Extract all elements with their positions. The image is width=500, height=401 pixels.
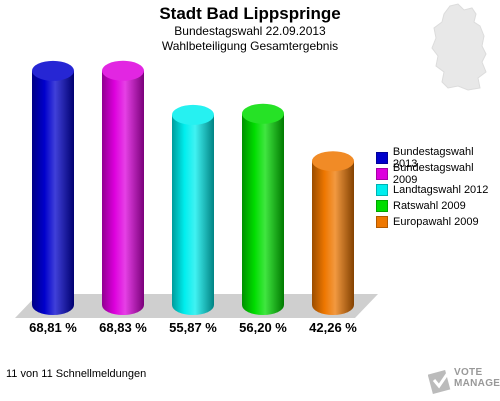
bar-body: [242, 113, 284, 315]
logo-text-vote: VOTE: [454, 367, 483, 378]
bar-value-label: 42,26 %: [309, 320, 357, 335]
bar-value-label: 56,20 %: [239, 320, 287, 335]
legend-label: Landtagswahl 2012: [393, 184, 489, 196]
bar-body: [172, 114, 214, 315]
bar-1: [102, 60, 144, 315]
legend-item: Ratswahl 2009: [376, 198, 500, 214]
bar-top: [242, 103, 284, 124]
legend-label: Bundestagswahl 2009: [392, 162, 474, 186]
bar-3: [242, 103, 284, 315]
legend-label: Ratswahl 2009: [393, 200, 466, 212]
chart-legend: Bundestagswahl 2013 Bundestagswahl 2009 …: [376, 146, 500, 230]
bar-value-label: 68,83 %: [99, 320, 147, 335]
chart-title: Stadt Bad Lippspringe: [159, 4, 341, 23]
legend-label: Bundestagswahl 2013: [392, 146, 474, 170]
bar-body: [32, 70, 74, 315]
legend-item: Landtagswahl 2012: [376, 182, 500, 198]
vote-manager-logo-icon: [427, 369, 452, 394]
bar-value-label: 55,87 %: [169, 320, 217, 335]
bar-2: [172, 104, 214, 315]
legend-item: Bundestagswahl 2013: [376, 146, 500, 170]
legend-swatch: [376, 168, 388, 180]
bar-4: [312, 151, 354, 315]
vote-manager-logo: VOTE MANAGER: [427, 364, 500, 398]
bar-body: [312, 161, 354, 315]
bar-top: [102, 60, 144, 81]
chart-subtitle-election: Bundestagswahl 22.09.2013: [174, 24, 326, 38]
bar-top: [172, 104, 214, 125]
bar-top: [312, 151, 354, 172]
legend-swatch: [376, 216, 388, 228]
bar-0: [32, 60, 74, 315]
chart-subtitle-turnout: Wahlbeteiligung Gesamtergebnis: [161, 39, 339, 53]
logo-text-manager: MANAGER: [454, 378, 500, 389]
legend-swatch: [376, 152, 388, 164]
legend-swatch: [376, 184, 388, 196]
bar-body: [102, 70, 144, 315]
legend-label: Europawahl 2009: [393, 216, 479, 228]
legend-item: Bundestagswahl 2009: [376, 162, 500, 186]
footer-status: 11 von 11 Schnellmeldungen: [6, 368, 147, 380]
legend-swatch: [376, 200, 388, 212]
legend-item: Europawahl 2009: [376, 214, 500, 230]
germany-map-icon: [431, 3, 487, 91]
bar-value-label: 68,81 %: [29, 320, 77, 335]
bar-top: [32, 60, 74, 81]
